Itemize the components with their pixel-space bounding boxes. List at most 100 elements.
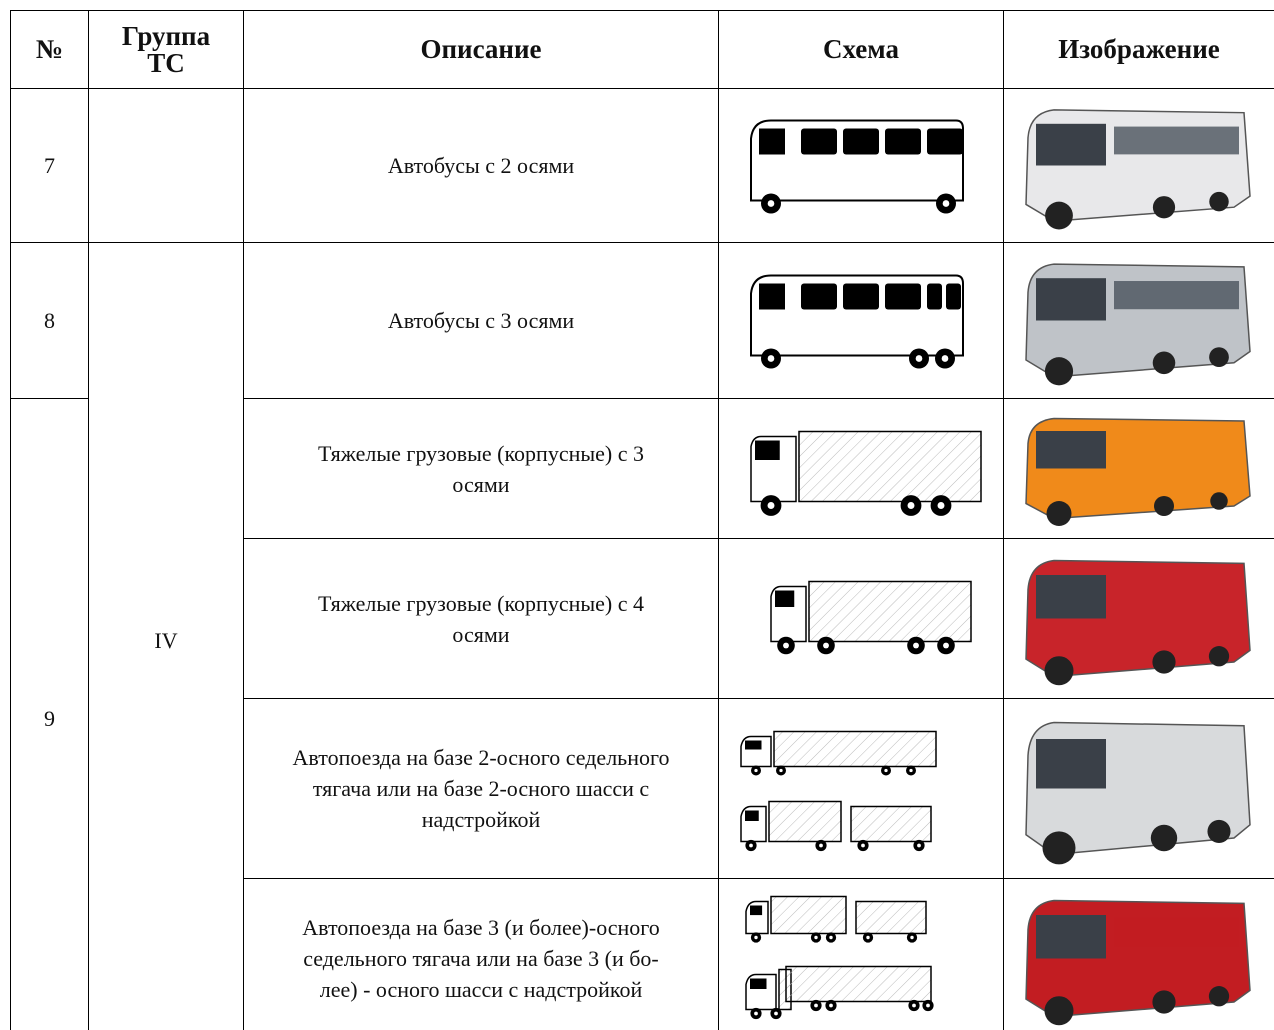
vehicle-scheme xyxy=(740,730,937,851)
shape xyxy=(942,199,950,207)
shape xyxy=(1044,996,1074,1026)
shape xyxy=(1045,201,1073,230)
shape xyxy=(885,128,921,154)
shape xyxy=(745,740,762,749)
shape xyxy=(755,440,780,460)
header-text: Описание xyxy=(420,34,542,64)
shape xyxy=(779,768,783,772)
shape xyxy=(767,354,775,362)
shape xyxy=(843,128,879,154)
shape xyxy=(798,430,982,502)
shape xyxy=(885,283,921,309)
shape xyxy=(855,900,927,934)
shape xyxy=(819,843,823,847)
shape xyxy=(767,501,775,509)
shape xyxy=(1154,496,1174,516)
shape xyxy=(884,768,888,772)
shape xyxy=(1114,281,1239,310)
image-cell xyxy=(1003,878,1274,1030)
shape xyxy=(1152,351,1176,375)
shape xyxy=(941,354,949,362)
scheme-cell xyxy=(718,88,1004,243)
shape xyxy=(1208,646,1230,667)
shape xyxy=(1036,575,1106,619)
group-cell: IV xyxy=(88,242,244,1030)
shape xyxy=(1114,126,1239,155)
header-description: Описание xyxy=(243,10,719,89)
vehicle-photo xyxy=(1014,406,1264,531)
scheme-cell xyxy=(718,698,1004,879)
shape xyxy=(759,283,785,309)
description-line: Автопоезда на базе 2-осного седельного xyxy=(292,745,670,770)
vehicle-photo xyxy=(1014,546,1264,691)
shape xyxy=(1044,656,1074,686)
vehicle-scheme xyxy=(745,895,934,1019)
vehicle-scheme xyxy=(770,580,972,654)
shape xyxy=(775,590,795,607)
shape xyxy=(1152,650,1176,674)
shape xyxy=(843,283,879,309)
shape xyxy=(759,128,785,154)
shape xyxy=(770,895,847,934)
shape xyxy=(915,354,923,362)
shape xyxy=(927,283,942,309)
shape xyxy=(1210,492,1228,510)
description-line: Автобусы с 3 осями xyxy=(387,308,575,333)
shape xyxy=(943,642,949,648)
shape xyxy=(866,935,870,939)
scheme-cell xyxy=(718,398,1004,539)
scheme-cell xyxy=(718,242,1004,399)
group-text: IV xyxy=(154,627,178,653)
description-line: Автобусы с 2 осями xyxy=(387,153,575,178)
shape xyxy=(808,580,972,642)
description-line: надстройкой xyxy=(421,807,541,832)
shape xyxy=(749,843,753,847)
header-group: Группа ТС xyxy=(88,10,244,89)
shape xyxy=(1036,123,1106,166)
vehicle-photo xyxy=(1014,96,1264,235)
shape xyxy=(1114,433,1239,459)
description-line: Тяжелые грузовые (корпусные) с 4 xyxy=(318,590,644,616)
header-text: Группа xyxy=(121,20,211,51)
shape xyxy=(937,501,945,509)
vehicle-scheme xyxy=(750,119,964,213)
shape xyxy=(907,501,915,509)
header-text: Изображение xyxy=(1058,34,1220,64)
shape xyxy=(1114,577,1239,607)
shape xyxy=(1209,191,1229,212)
shape xyxy=(850,805,932,842)
shape xyxy=(785,965,932,1002)
image-cell xyxy=(1003,698,1274,879)
number-cell: 8 xyxy=(10,242,89,399)
shape xyxy=(1114,917,1239,947)
shape xyxy=(1036,431,1106,469)
shape xyxy=(1046,501,1072,526)
shape xyxy=(829,935,833,939)
header-image: Изображение xyxy=(1003,10,1274,89)
number-text: 8 xyxy=(44,308,55,333)
shape xyxy=(783,642,789,648)
description-line: лее) - осного шасси с надстройкой xyxy=(319,977,643,1002)
shape xyxy=(1150,824,1178,852)
vehicle-photo xyxy=(1014,250,1264,391)
shape xyxy=(1036,278,1106,321)
shape xyxy=(913,642,919,648)
image-cell xyxy=(1003,88,1274,243)
shape xyxy=(814,1003,818,1007)
header-text: № xyxy=(35,34,64,64)
header-text: Схема xyxy=(822,34,900,64)
description-line: Тяжелые грузовые (корпусные) с 3 xyxy=(318,440,644,466)
number-text: 9 xyxy=(44,705,55,731)
scheme-cell xyxy=(718,538,1004,699)
shape xyxy=(754,935,758,939)
image-cell xyxy=(1003,538,1274,699)
shape xyxy=(814,935,818,939)
description-cell: Автопоезда на базе 3 (и более)-осного сед… xyxy=(243,878,719,1030)
shape xyxy=(1209,347,1229,368)
shape xyxy=(767,199,775,207)
image-cell xyxy=(1003,242,1274,399)
shape xyxy=(946,283,961,309)
